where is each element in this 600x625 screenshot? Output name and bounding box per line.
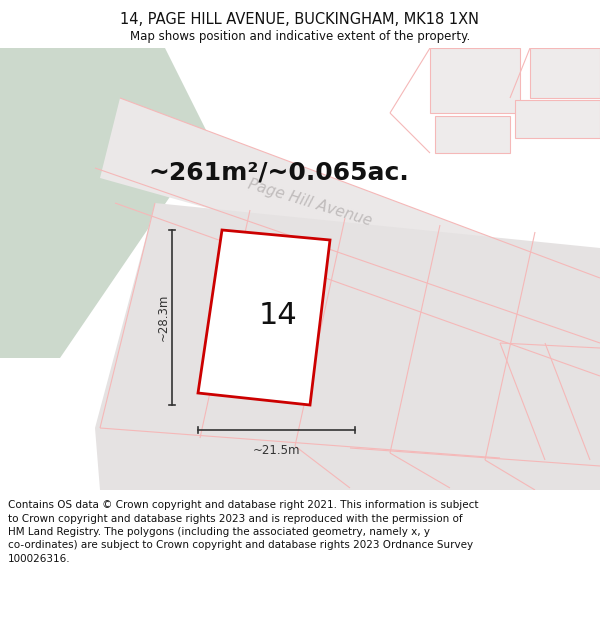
Polygon shape xyxy=(430,48,520,113)
Text: to Crown copyright and database rights 2023 and is reproduced with the permissio: to Crown copyright and database rights 2… xyxy=(8,514,463,524)
Text: ~21.5m: ~21.5m xyxy=(253,444,300,457)
Text: ~261m²/~0.065ac.: ~261m²/~0.065ac. xyxy=(148,161,409,185)
Polygon shape xyxy=(95,203,600,490)
Text: 14, PAGE HILL AVENUE, BUCKINGHAM, MK18 1XN: 14, PAGE HILL AVENUE, BUCKINGHAM, MK18 1… xyxy=(121,12,479,27)
Text: co-ordinates) are subject to Crown copyright and database rights 2023 Ordnance S: co-ordinates) are subject to Crown copyr… xyxy=(8,541,473,551)
Polygon shape xyxy=(198,230,330,405)
Text: Map shows position and indicative extent of the property.: Map shows position and indicative extent… xyxy=(130,30,470,43)
Polygon shape xyxy=(435,116,510,153)
Text: Page Hill Avenue: Page Hill Avenue xyxy=(246,177,374,229)
Polygon shape xyxy=(515,100,600,138)
Polygon shape xyxy=(100,98,600,318)
Text: Contains OS data © Crown copyright and database right 2021. This information is : Contains OS data © Crown copyright and d… xyxy=(8,500,479,510)
Text: 100026316.: 100026316. xyxy=(8,554,71,564)
Text: HM Land Registry. The polygons (including the associated geometry, namely x, y: HM Land Registry. The polygons (includin… xyxy=(8,527,430,537)
Polygon shape xyxy=(530,48,600,98)
Text: 14: 14 xyxy=(259,301,298,331)
Text: ~28.3m: ~28.3m xyxy=(157,294,170,341)
Polygon shape xyxy=(0,48,210,358)
